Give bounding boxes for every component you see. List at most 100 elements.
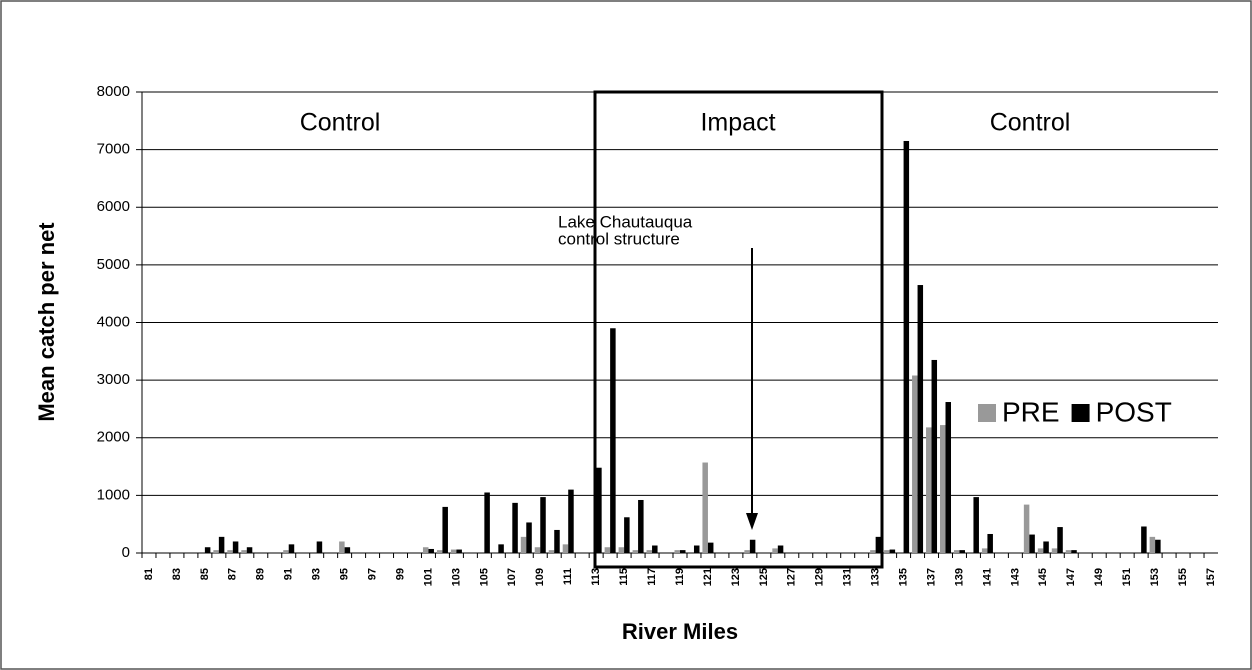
x-tick-label: 139 <box>953 568 965 586</box>
x-tick-label: 97 <box>366 568 378 580</box>
bar <box>973 497 979 553</box>
x-tick-label: 153 <box>1149 568 1161 586</box>
bar <box>428 548 434 553</box>
y-tick-label: 3000 <box>97 371 130 388</box>
x-tick-label: 145 <box>1037 568 1049 586</box>
y-tick-label: 2000 <box>97 429 130 446</box>
x-tick-label: 129 <box>814 568 826 586</box>
x-tick-label: 95 <box>339 568 351 580</box>
annotation: control structure <box>558 229 680 248</box>
legend-label: PRE <box>1002 396 1060 427</box>
x-tick-label: 117 <box>646 568 658 586</box>
bar <box>945 402 952 553</box>
x-tick-label: 91 <box>283 568 295 580</box>
y-tick-label: 0 <box>122 544 130 561</box>
bar <box>422 547 429 553</box>
bar <box>981 548 988 553</box>
bar <box>227 550 233 553</box>
legend-label: POST <box>1096 396 1172 427</box>
bar <box>618 547 625 553</box>
bar <box>241 550 247 553</box>
bar <box>1051 548 1058 553</box>
y-tick-label: 1000 <box>97 486 130 503</box>
y-tick-label: 6000 <box>97 198 130 215</box>
bar <box>218 536 225 553</box>
legend-swatch <box>978 404 996 422</box>
region-label: Impact <box>700 109 775 137</box>
bar <box>1029 534 1035 553</box>
bar <box>344 547 351 553</box>
y-tick-label: 7000 <box>97 141 130 158</box>
bar <box>638 499 644 553</box>
x-tick-label: 141 <box>981 568 993 586</box>
x-tick-label: 119 <box>674 568 686 586</box>
x-tick-label: 125 <box>758 568 770 586</box>
x-tick-label: 87 <box>227 568 239 580</box>
x-tick-label: 131 <box>842 568 854 586</box>
bar <box>1043 541 1049 553</box>
bar <box>889 549 896 553</box>
x-tick-label: 149 <box>1093 568 1105 586</box>
bar <box>442 506 448 553</box>
x-tick-label: 83 <box>171 568 183 580</box>
x-tick-label: 113 <box>590 568 602 586</box>
region-label: Control <box>300 109 381 137</box>
bar <box>912 375 918 553</box>
bar <box>246 547 253 553</box>
x-tick-label: 111 <box>562 568 574 585</box>
bar <box>436 550 443 553</box>
bar <box>1149 536 1156 553</box>
bar <box>534 547 541 553</box>
bar <box>610 328 616 553</box>
x-tick-label: 103 <box>450 568 462 586</box>
bar <box>931 359 938 553</box>
bar <box>339 541 345 553</box>
annotation: Lake Chautauqua <box>558 212 693 231</box>
bar <box>213 550 219 553</box>
bar <box>498 544 504 553</box>
bar <box>744 550 750 553</box>
bar <box>316 541 323 553</box>
x-tick-label: 93 <box>311 568 323 580</box>
x-tick-label: 127 <box>786 568 798 586</box>
bar <box>772 548 778 553</box>
bar <box>903 140 910 553</box>
x-tick-label: 109 <box>534 568 546 586</box>
bar <box>484 492 490 553</box>
bar <box>652 545 658 553</box>
x-tick-label: 101 <box>422 568 434 586</box>
bar <box>680 550 686 553</box>
bar <box>1071 550 1077 553</box>
bar <box>1155 539 1161 553</box>
bar <box>926 427 932 553</box>
bar <box>512 502 518 553</box>
x-tick-label: 105 <box>478 568 490 586</box>
bar <box>632 550 639 553</box>
x-tick-label: 137 <box>925 568 937 586</box>
legend-swatch <box>1071 404 1090 422</box>
x-axis-title: River Miles <box>622 619 738 644</box>
bar <box>288 544 295 553</box>
y-tick-label: 8000 <box>97 83 130 100</box>
arrowhead <box>746 513 758 530</box>
x-tick-label: 157 <box>1205 568 1217 586</box>
bar <box>232 541 239 553</box>
bar <box>646 550 653 553</box>
y-tick-label: 4000 <box>97 313 130 330</box>
bar <box>554 529 560 553</box>
bar <box>707 542 714 553</box>
bar <box>917 285 924 553</box>
bar <box>702 462 708 553</box>
y-tick-label: 5000 <box>97 256 130 273</box>
bar <box>870 550 876 553</box>
bar <box>562 544 569 553</box>
bar <box>596 467 602 553</box>
bar <box>884 550 890 553</box>
x-tick-label: 121 <box>702 568 714 586</box>
bar <box>953 550 960 553</box>
bar <box>749 539 756 553</box>
bar <box>1023 504 1030 553</box>
bar <box>674 550 680 553</box>
bar <box>987 533 993 553</box>
